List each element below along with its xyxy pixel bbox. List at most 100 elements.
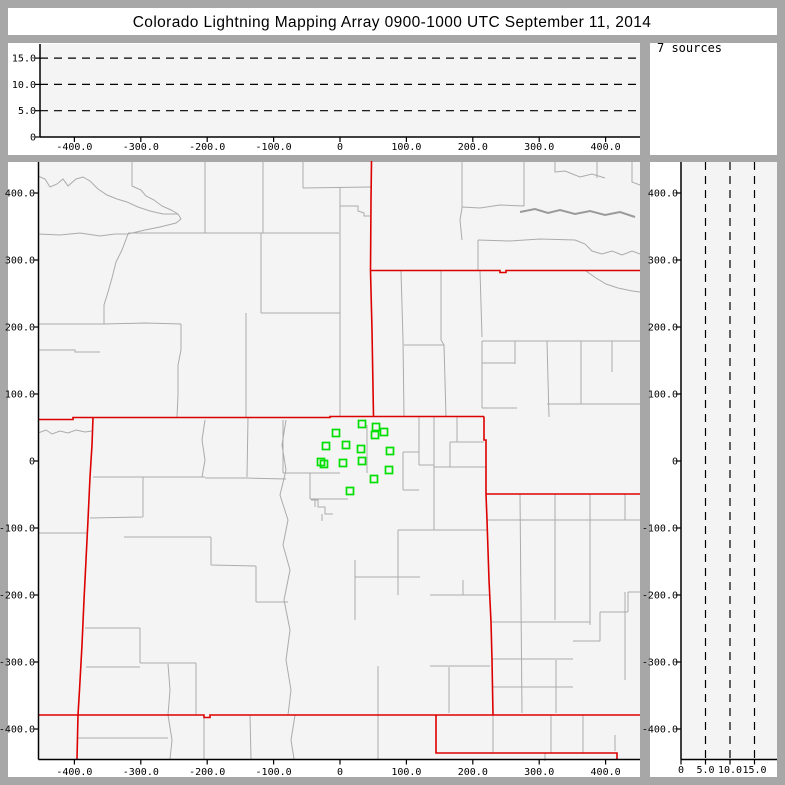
top-panel-x-tick-label: -100.0 <box>256 142 292 153</box>
county-line <box>37 429 93 435</box>
state-boundaries <box>38 160 640 760</box>
county-line <box>461 204 525 209</box>
title-bar <box>8 8 777 35</box>
county-line <box>89 477 144 519</box>
state-line <box>435 715 618 760</box>
lma-station-marker <box>384 465 394 475</box>
county-line <box>249 714 252 760</box>
county-line <box>37 232 128 237</box>
county-line <box>585 270 641 293</box>
map-y-tick-label: -400.0 <box>0 725 35 736</box>
lma-station-marker <box>369 474 379 484</box>
lma-station-marker <box>357 456 367 466</box>
map-x-tick-label: 400.0 <box>591 767 621 778</box>
altitude-ns-axes: 400.0 300.0 200.0 100.0 0 -100.0 -200.0 -300.0 -… <box>642 162 777 776</box>
right-panel-y-tick-label: 300.0 <box>648 256 678 267</box>
lma-station-marker <box>357 419 367 429</box>
top-panel-x-tick-label: 100.0 <box>391 142 421 153</box>
right-panel-x-tick-label: 5.0 <box>696 765 714 776</box>
altitude-ns-plot-area <box>681 162 777 760</box>
page-title: Colorado Lightning Mapping Array 0900-10… <box>133 14 652 31</box>
map-y-tick-label: 100.0 <box>5 390 35 401</box>
top-panel-x-tick-label: -300.0 <box>123 142 159 153</box>
map-y-tick-label: -300.0 <box>0 658 35 669</box>
county-line <box>38 349 100 353</box>
map-x-tick-label: -200.0 <box>189 767 225 778</box>
lma-station-marker <box>345 486 355 496</box>
state-line <box>369 160 375 417</box>
county-line <box>340 205 370 217</box>
county-line <box>131 161 179 215</box>
county-line <box>290 714 296 760</box>
state-line <box>76 417 94 760</box>
sources-count-panel <box>650 43 777 155</box>
altitude-ew-plot-area <box>40 44 640 137</box>
lma-station-markers <box>316 419 395 496</box>
map-x-tick-label: 100.0 <box>391 767 421 778</box>
map-x-tick-label: -100.0 <box>256 767 292 778</box>
map-y-tick-label: 0 <box>29 457 35 468</box>
right-panel-y-tick-label: 400.0 <box>648 189 678 200</box>
lma-station-marker <box>341 440 351 450</box>
right-panel-y-tick-label: -100.0 <box>642 524 678 535</box>
map-y-tick-label: -100.0 <box>0 524 35 535</box>
right-panel-y-tick-label: 0 <box>672 457 678 468</box>
county-line <box>631 161 641 186</box>
county-line <box>167 663 173 760</box>
map-x-tick-label: -300.0 <box>123 767 159 778</box>
county-line <box>85 627 197 715</box>
right-panel-y-tick-label: -300.0 <box>642 658 678 669</box>
top-panel-x-tick-label: 200.0 <box>458 142 488 153</box>
lma-station-marker <box>331 428 341 438</box>
state-line <box>38 415 484 421</box>
map-y-tick-label: 300.0 <box>5 256 35 267</box>
state-line <box>38 714 640 719</box>
right-panel-y-tick-label: 200.0 <box>648 323 678 334</box>
lma-station-marker <box>370 430 380 440</box>
county-line <box>400 270 405 418</box>
lma-station-marker <box>321 441 331 451</box>
county-line <box>573 591 640 642</box>
map-y-tick-label: 200.0 <box>5 323 35 334</box>
top-panel-y-tick-label: 5.0 <box>18 106 36 117</box>
lma-station-marker <box>379 427 389 437</box>
map-x-tick-label: -400.0 <box>56 767 92 778</box>
lma-station-marker <box>385 446 395 456</box>
county-line <box>176 324 182 418</box>
county-line <box>554 161 606 179</box>
county-line <box>127 213 182 235</box>
county-line <box>38 322 182 325</box>
county-line <box>481 341 517 409</box>
map-x-tick-label: 0 <box>337 767 343 778</box>
map-x-tick-label: 200.0 <box>458 767 488 778</box>
map-y-tick-label: 400.0 <box>5 189 35 200</box>
county-line <box>574 239 641 256</box>
county-line <box>309 473 348 500</box>
right-panel-y-tick-label: -400.0 <box>642 725 678 736</box>
county-line <box>124 536 288 603</box>
top-panel-x-tick-label: 0 <box>337 142 343 153</box>
county-line <box>205 477 287 480</box>
state-line <box>483 416 494 716</box>
lma-station-marker <box>371 422 381 432</box>
county-line <box>519 493 523 714</box>
right-panel-x-tick-label: 0 <box>678 765 684 776</box>
county-line <box>459 161 463 241</box>
altitude-ew-axes: 15.0 10.0 5.0 0 -400.0 -300.0 -200.0 -100.0 0 100… <box>12 44 640 153</box>
county-line <box>37 175 178 215</box>
county-line <box>246 416 249 478</box>
county-line <box>279 419 292 716</box>
top-panel-x-tick-label: -200.0 <box>189 142 225 153</box>
county-boundaries <box>37 161 641 761</box>
map-x-tick-label: 300.0 <box>524 767 554 778</box>
right-panel-x-tick-label: 15.0 <box>742 765 766 776</box>
county-line <box>103 233 129 324</box>
lma-station-marker <box>319 459 329 469</box>
county-line <box>477 238 576 242</box>
county-line <box>402 451 419 491</box>
lma-station-marker <box>338 458 348 468</box>
county-line <box>201 419 206 478</box>
right-panel-x-tick-label: 10.0 <box>718 765 742 776</box>
